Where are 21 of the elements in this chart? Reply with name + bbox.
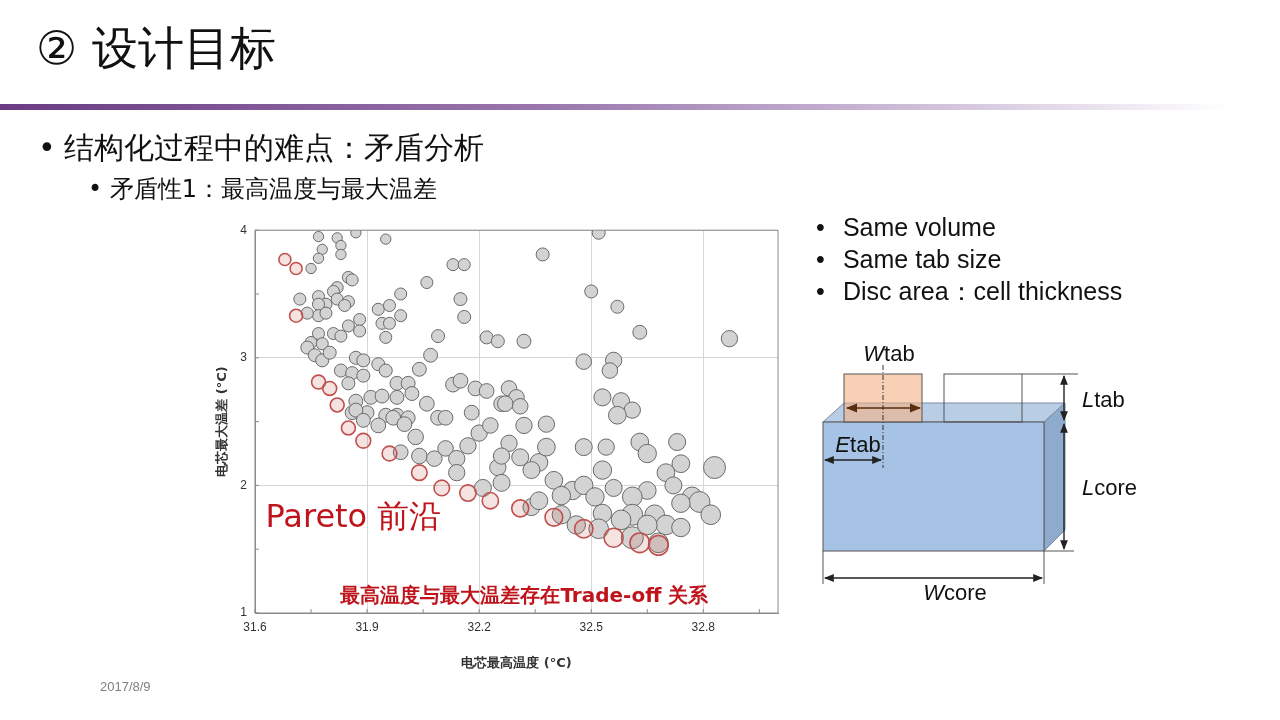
y-tick-label: 1 <box>240 605 248 620</box>
x-tick-label: 31.6 <box>243 619 267 634</box>
y-tick-label: 4 <box>240 222 248 237</box>
y-tick-label: 2 <box>240 477 248 492</box>
text: • Disc area：cell thickness <box>816 276 1123 307</box>
annotation: 最高温度与最大温差存在Trade-off 关系 <box>339 583 710 608</box>
x-tick-label: 31.9 <box>355 619 380 634</box>
text: • Same tab size <box>816 244 1002 275</box>
text: 2017/8/9 <box>100 679 151 694</box>
x-tick-label: 32.5 <box>579 619 604 634</box>
y-axis-title: 电芯最大温差 (°C) <box>214 366 230 477</box>
x-tick-label: 32.8 <box>691 619 716 634</box>
chart-title: ② 设计目标 <box>36 20 276 77</box>
annotation: Pareto 前沿 <box>265 496 442 535</box>
text: • 矛盾性1：最高温度与最大温差 <box>88 174 437 205</box>
x-axis-title: 电芯最高温度 (°C) <box>461 654 572 670</box>
x-tick-label: 32.2 <box>467 619 492 634</box>
battery-cell-diagram: Wtab Ltab Etab Lcore Wcore <box>815 338 1155 608</box>
chart-subtitle: • 结构化过程中的难点：矛盾分析 <box>38 129 484 167</box>
y-tick-label: 3 <box>240 350 248 365</box>
text: • Same volume <box>816 212 996 243</box>
